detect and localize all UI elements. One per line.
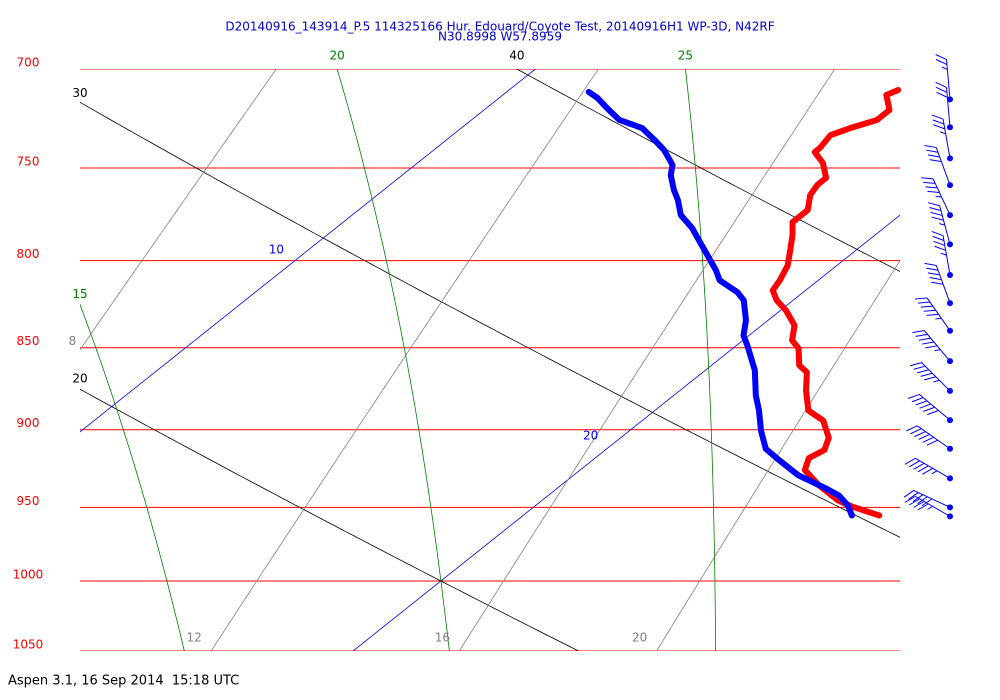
dry-adiabat xyxy=(516,69,900,272)
dry-adiabat-label: 20 xyxy=(72,371,87,385)
wind-barb xyxy=(935,54,951,100)
mixing-ratio-label: 16 xyxy=(435,631,450,645)
y-tick-label: 700 xyxy=(17,56,40,70)
mixing-ratio xyxy=(210,69,599,651)
wind-barb xyxy=(924,262,951,304)
dry-adiabat-label: 30 xyxy=(72,86,87,100)
moist-adiabat xyxy=(685,69,717,651)
wind-dot xyxy=(947,417,953,424)
mixing-ratio xyxy=(80,69,277,351)
mixing-ratio xyxy=(656,259,900,651)
wind-dot xyxy=(947,504,953,511)
mixing-ratio-label: 8 xyxy=(69,334,77,348)
dry-adiabat xyxy=(80,101,900,538)
y-tick-label: 950 xyxy=(17,494,40,508)
wind-dot xyxy=(947,513,953,520)
y-tick-label: 1050 xyxy=(13,638,44,652)
isotherm xyxy=(352,214,900,651)
wind-dot xyxy=(947,212,953,219)
footer: Aspen 3.1, 16 Sep 2014 15:18 UTC xyxy=(8,674,239,689)
mixing-ratio-label: 20 xyxy=(632,631,647,645)
wind-barb xyxy=(927,202,951,245)
plot-area xyxy=(80,69,900,651)
wind-barb xyxy=(931,230,951,276)
moist-adiabat xyxy=(80,303,185,651)
isotherm-label: 20 xyxy=(583,429,598,443)
wind-barb xyxy=(904,495,951,517)
y-tick-label: 1000 xyxy=(13,567,44,581)
dry-adiabat xyxy=(80,388,580,651)
mixing-ratio-label: 12 xyxy=(186,631,201,645)
wind-barb xyxy=(907,393,951,421)
wind-barb xyxy=(915,297,951,331)
wind-dot xyxy=(947,271,953,278)
moist-adiabat-label: 25 xyxy=(678,49,693,63)
y-tick-label: 800 xyxy=(17,247,40,261)
dry-adiabat-label: 40 xyxy=(509,49,524,63)
wind-dot xyxy=(947,124,953,131)
wind-barb xyxy=(924,144,951,186)
wind-barb xyxy=(921,177,951,216)
wind-dot xyxy=(947,182,953,189)
y-tick-label: 750 xyxy=(17,155,40,169)
chart-title: D20140916_143914_P.5 114325166 Hur. Edou… xyxy=(225,20,774,34)
wind-barb xyxy=(935,81,951,128)
wind-dot xyxy=(947,387,953,394)
wind-barb xyxy=(909,362,951,392)
isotherm xyxy=(80,69,537,433)
wind-barb xyxy=(912,330,951,362)
profile-line xyxy=(585,88,855,519)
wind-dot xyxy=(947,155,953,162)
y-tick-label: 850 xyxy=(17,334,40,348)
wind-barb xyxy=(906,425,951,450)
chart-subtitle: N30.8998 W57.8959 xyxy=(438,30,562,44)
wind-dot xyxy=(947,358,953,365)
moist-adiabat xyxy=(336,69,450,651)
isotherm-label: 10 xyxy=(269,242,284,256)
wind-dot xyxy=(947,241,953,248)
wind-barb xyxy=(931,114,951,159)
wind-dot xyxy=(947,445,953,452)
wind-dot xyxy=(947,300,953,307)
wind-dot xyxy=(947,475,953,482)
mixing-ratio xyxy=(458,69,836,651)
wind-dot xyxy=(947,327,953,334)
wind-dot xyxy=(947,96,953,103)
profile-line xyxy=(769,86,902,519)
moist-adiabat-label: 20 xyxy=(329,49,344,63)
moist-adiabat-label: 15 xyxy=(72,287,87,301)
wind-barb xyxy=(904,457,951,479)
y-tick-label: 900 xyxy=(17,416,40,430)
